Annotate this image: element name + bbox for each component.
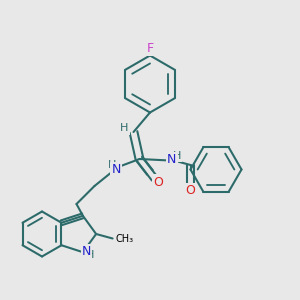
Text: H: H <box>86 250 94 260</box>
Text: H: H <box>108 160 117 170</box>
Text: F: F <box>146 41 154 55</box>
Text: O: O <box>186 184 195 197</box>
Text: CH₃: CH₃ <box>116 233 134 244</box>
Text: N: N <box>82 245 91 258</box>
Text: H: H <box>120 123 129 134</box>
Text: N: N <box>111 163 121 176</box>
Text: O: O <box>153 176 163 189</box>
Text: H: H <box>173 151 181 161</box>
Text: N: N <box>167 153 177 167</box>
